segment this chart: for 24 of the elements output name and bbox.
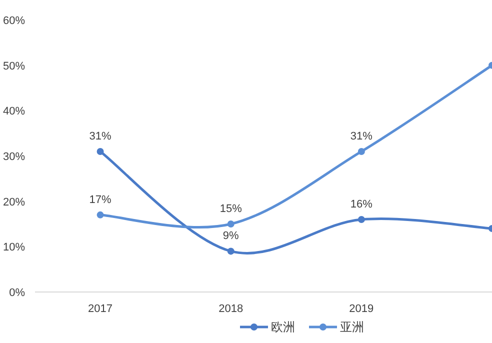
legend-label: 欧洲 <box>271 320 295 334</box>
point <box>96 211 104 218</box>
legend-label: 亚洲 <box>340 320 364 334</box>
y-tick-label: 60% <box>2 15 26 27</box>
point <box>227 248 234 255</box>
y-tick-label: 30% <box>2 151 26 163</box>
data-label: 31% <box>350 130 373 142</box>
data-label: 17% <box>89 194 112 206</box>
y-tick-label: 20% <box>2 196 26 208</box>
data-label: 9% <box>222 230 240 242</box>
x-tick-label: 2017 <box>88 303 113 315</box>
y-tick-label: 40% <box>2 106 26 118</box>
point <box>358 216 365 223</box>
x-tick-label: 2018 <box>218 303 244 315</box>
y-tick-label: 50% <box>2 60 26 72</box>
point <box>358 148 365 155</box>
point <box>227 220 234 228</box>
data-label: 31% <box>89 130 112 142</box>
point <box>96 148 104 155</box>
y-tick-label: 10% <box>2 242 26 254</box>
data-label: 15% <box>220 203 242 215</box>
x-tick-label: 2019 <box>349 303 374 315</box>
y-tick-label: 0% <box>9 287 26 299</box>
data-label: 16% <box>350 198 373 210</box>
